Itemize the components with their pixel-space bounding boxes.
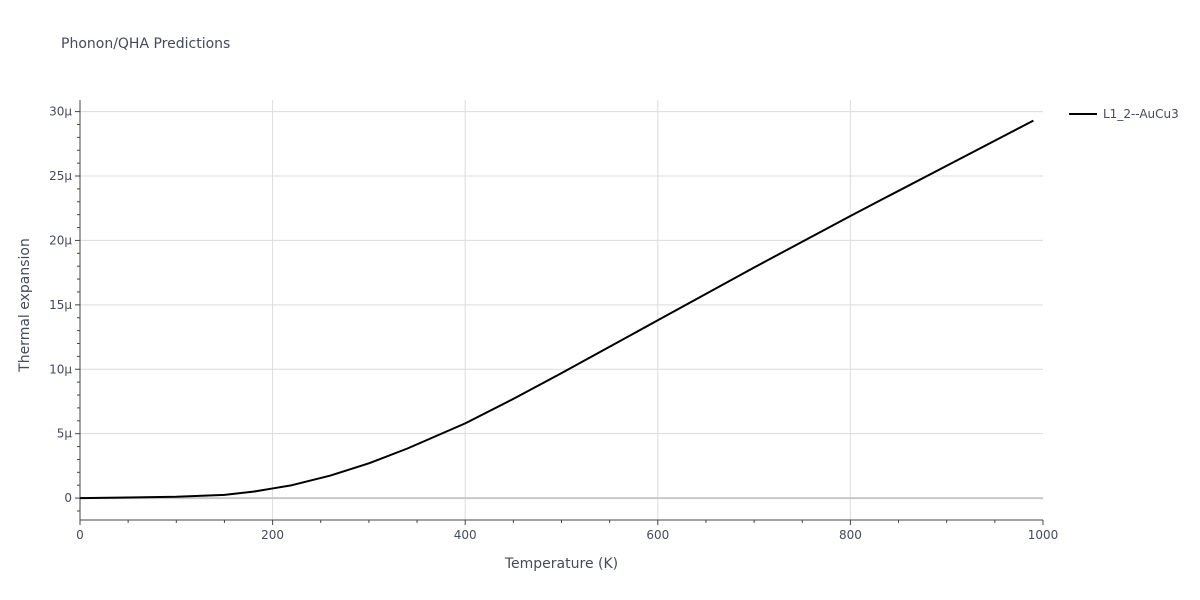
- y-axis-title: Thermal expansion: [17, 238, 33, 373]
- y-tick-label: 0: [64, 491, 72, 505]
- series-lines: [79, 119, 1034, 500]
- y-tick-label: 10µ: [49, 362, 72, 376]
- series-line: [79, 119, 1034, 500]
- x-tick-label: 800: [839, 528, 862, 542]
- legend-label: L1_2--AuCu3: [1103, 107, 1179, 121]
- x-tick-label: 0: [76, 528, 84, 542]
- x-tick-label: 400: [454, 528, 477, 542]
- chart-title: Phonon/QHA Predictions: [61, 36, 231, 52]
- x-tick-label: 1000: [1028, 528, 1059, 542]
- y-tick-label: 30µ: [49, 105, 72, 119]
- tick-labels: 0 200 400 600 800 1000 0 5µ 10µ 15µ 20µ 25µ 30µ: [49, 105, 1058, 542]
- y-tick-label: 25µ: [49, 169, 72, 183]
- axes: [75, 100, 1044, 525]
- grid-lines: [80, 100, 1043, 520]
- x-tick-label: 200: [261, 528, 284, 542]
- legend: L1_2--AuCu3: [1069, 107, 1179, 121]
- y-tick-label: 5µ: [57, 427, 73, 441]
- y-tick-label: 20µ: [49, 233, 72, 247]
- y-tick-label: 15µ: [49, 298, 72, 312]
- x-tick-label: 600: [646, 528, 669, 542]
- x-axis-title: Temperature (K): [504, 556, 618, 572]
